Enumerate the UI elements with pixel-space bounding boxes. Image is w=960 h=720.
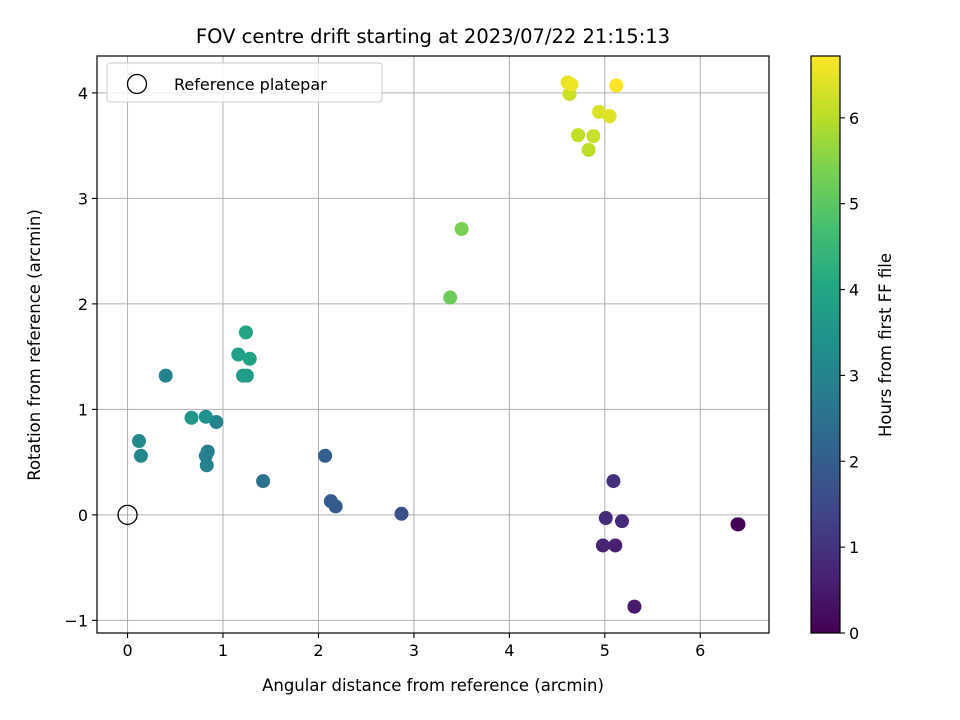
data-point [231, 347, 246, 362]
data-point [199, 458, 214, 473]
colorbar-tick-label: 2 [849, 452, 859, 471]
data-point [602, 109, 617, 124]
data-point [209, 415, 224, 430]
y-tick-label: 0 [78, 506, 88, 525]
y-tick-label: 2 [78, 295, 88, 314]
data-point [592, 104, 607, 119]
data-point [198, 409, 213, 424]
x-axis-ticks: 0 1 2 3 4 5 6 [122, 633, 705, 660]
colorbar: 0 1 2 3 4 5 6 Hours from first FF file [810, 55, 895, 643]
x-tick-label: 4 [504, 641, 514, 660]
legend-box [106, 62, 383, 103]
x-tick-label: 1 [218, 641, 228, 660]
y-tick-label: −1 [64, 611, 88, 630]
legend-entry: Reference platepar [174, 75, 327, 94]
colorbar-tick-label: 3 [849, 366, 859, 385]
data-point [133, 448, 148, 463]
data-points [132, 75, 746, 614]
data-point [609, 78, 624, 93]
data-point [256, 474, 271, 489]
x-tick-label: 2 [313, 641, 323, 660]
data-point [239, 368, 254, 383]
legend-marker-icon [126, 73, 148, 95]
y-axis-label: Rotation from reference (arcmin) [25, 209, 44, 481]
y-tick-label: 1 [78, 400, 88, 419]
x-tick-label: 6 [695, 641, 705, 660]
data-point [238, 325, 253, 340]
x-tick-label: 5 [600, 641, 610, 660]
data-point [606, 474, 621, 489]
colorbar-tick-label: 6 [849, 109, 859, 128]
data-point [132, 434, 146, 449]
plot-frame [96, 55, 770, 634]
y-tick-label: 3 [78, 189, 88, 208]
y-axis-ticks: −1 0 1 2 3 4 [64, 84, 97, 630]
colorbar-gradient [811, 56, 840, 633]
colorbar-tick-label: 5 [849, 195, 859, 214]
data-point [586, 129, 601, 144]
data-point [608, 538, 623, 553]
x-tick-label: 3 [409, 641, 419, 660]
colorbar-tick-label: 1 [849, 538, 859, 557]
x-tick-label: 0 [122, 641, 132, 660]
reference-marker-layer [117, 504, 138, 526]
x-axis-label: Angular distance from reference (arcmin) [262, 676, 604, 695]
colorbar-frame [810, 55, 841, 634]
data-point [598, 511, 613, 526]
data-point [454, 221, 469, 236]
data-point [564, 77, 579, 92]
colorbar-ticks: 0 1 2 3 4 5 6 [840, 109, 859, 643]
colorbar-tick-label: 0 [849, 624, 859, 643]
colorbar-tick-label: 4 [849, 281, 859, 300]
data-point [184, 410, 199, 425]
data-point [158, 368, 173, 383]
reference-platepar-marker [117, 504, 138, 526]
data-point [581, 142, 596, 157]
data-point [571, 128, 586, 143]
data-point [443, 290, 458, 305]
y-tick-label: 4 [78, 84, 88, 103]
data-point [394, 506, 409, 521]
data-point [627, 599, 642, 614]
data-point [595, 538, 610, 553]
data-point [242, 351, 257, 366]
data-point [323, 494, 338, 509]
data-point [318, 448, 333, 463]
chart-title: FOV centre drift starting at 2023/07/22 … [196, 25, 670, 48]
legend: Reference platepar [106, 62, 383, 103]
colorbar-label: Hours from first FF file [876, 253, 895, 437]
data-point [615, 514, 629, 529]
grid-lines [97, 56, 769, 633]
data-point [731, 517, 746, 532]
